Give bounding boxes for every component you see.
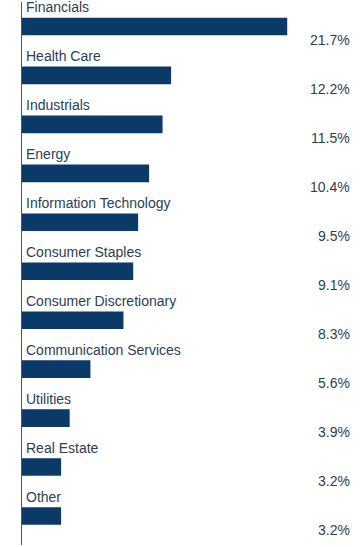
svg-text:Real Estate: Real Estate bbox=[26, 440, 99, 456]
svg-text:11.5%: 11.5% bbox=[311, 130, 350, 146]
svg-text:Health Care: Health Care bbox=[26, 48, 101, 64]
svg-text:Other: Other bbox=[26, 489, 61, 505]
svg-text:Consumer Discretionary: Consumer Discretionary bbox=[26, 293, 176, 309]
svg-text:21.7%: 21.7% bbox=[310, 32, 350, 48]
svg-text:10.4%: 10.4% bbox=[310, 179, 350, 195]
svg-text:12.2%: 12.2% bbox=[310, 81, 350, 97]
svg-text:Information Technology: Information Technology bbox=[26, 195, 171, 211]
svg-text:5.6%: 5.6% bbox=[318, 375, 350, 391]
svg-text:3.9%: 3.9% bbox=[318, 424, 350, 440]
svg-text:Communication Services: Communication Services bbox=[26, 342, 181, 358]
svg-text:3.2%: 3.2% bbox=[318, 473, 350, 489]
svg-text:Financials: Financials bbox=[26, 0, 89, 15]
svg-text:Utilities: Utilities bbox=[26, 391, 71, 407]
svg-text:Energy: Energy bbox=[26, 146, 70, 162]
svg-text:3.2%: 3.2% bbox=[318, 522, 350, 538]
svg-text:9.1%: 9.1% bbox=[318, 277, 350, 293]
svg-text:Consumer Staples: Consumer Staples bbox=[26, 244, 141, 260]
svg-text:8.3%: 8.3% bbox=[318, 326, 350, 342]
svg-text:Industrials: Industrials bbox=[26, 97, 90, 113]
svg-text:9.5%: 9.5% bbox=[318, 228, 350, 244]
